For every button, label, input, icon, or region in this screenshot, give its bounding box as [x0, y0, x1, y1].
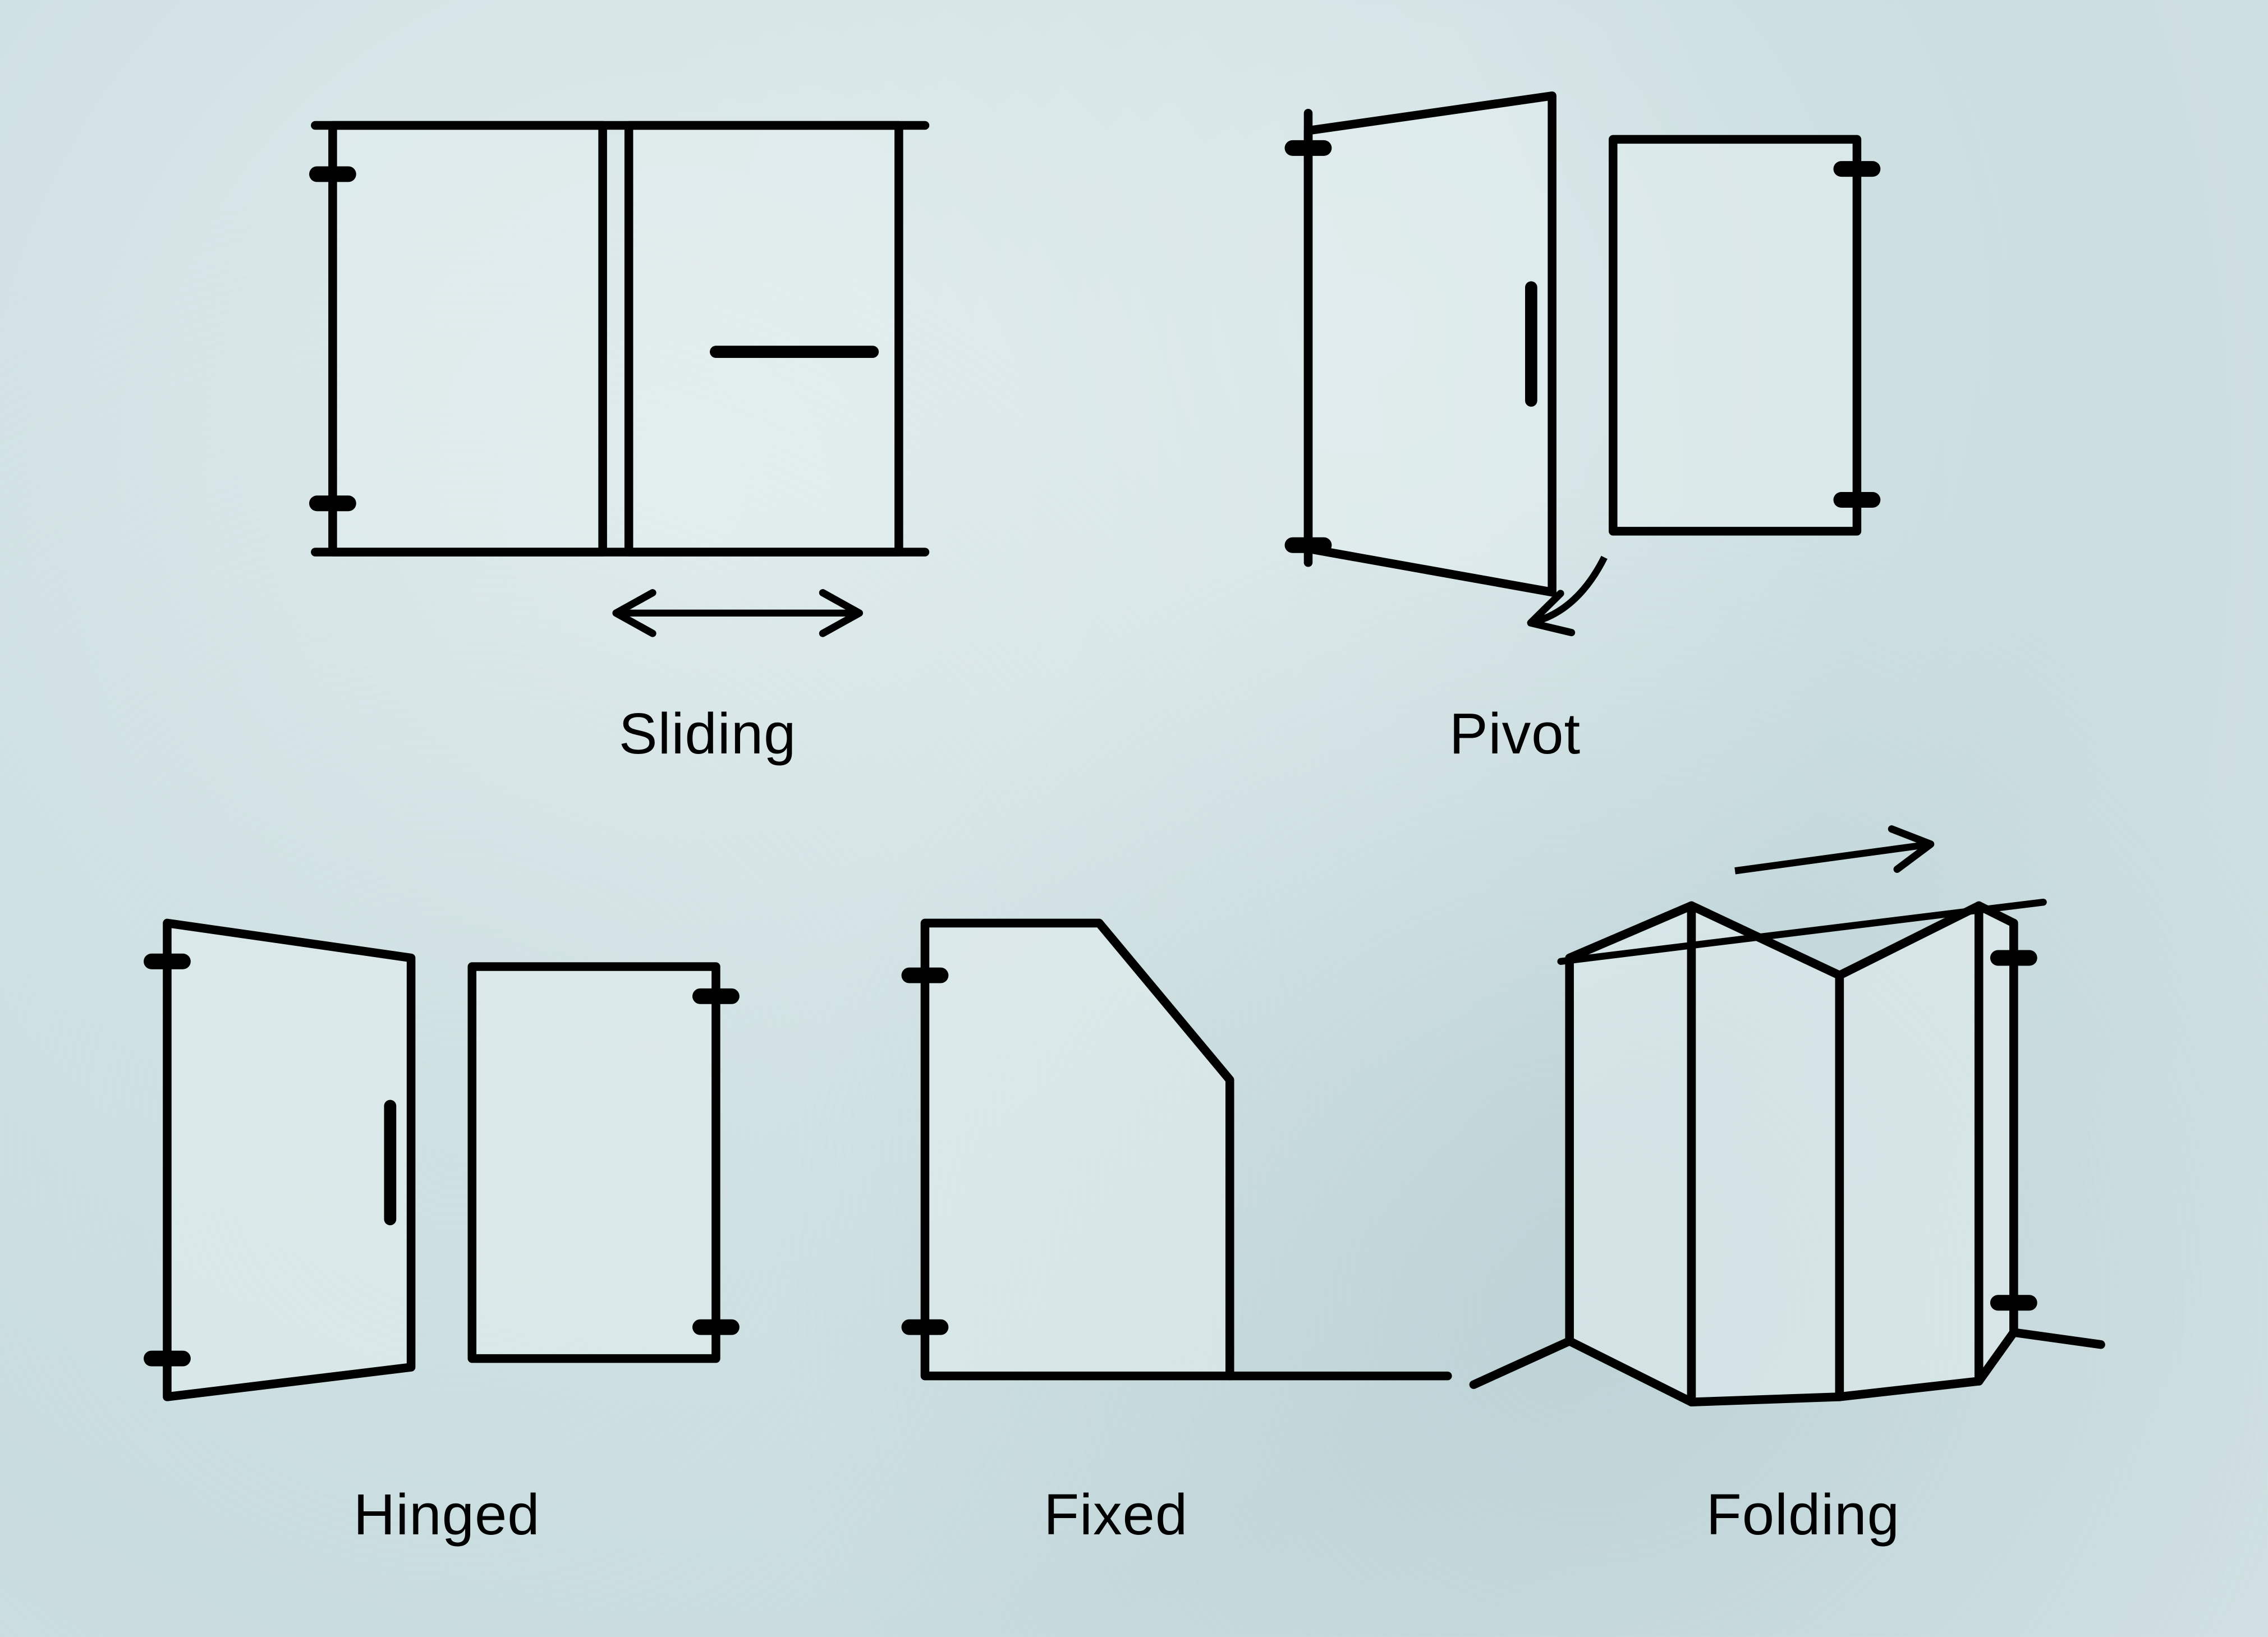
hinged-door-icon	[151, 923, 732, 1396]
fixed-panel-icon	[910, 923, 1448, 1376]
sliding-door-icon	[315, 126, 925, 613]
label-hinged: Hinged	[353, 1482, 540, 1548]
label-pivot: Pivot	[1449, 701, 1581, 767]
label-folding: Folding	[1706, 1482, 1900, 1548]
label-fixed: Fixed	[1044, 1482, 1188, 1548]
pivot-door-icon	[1293, 96, 1873, 622]
door-types-infographic: Sliding Pivot Hinged Fixed Folding	[0, 0, 2268, 1637]
folding-door-icon	[1473, 845, 2101, 1402]
diagram-svg	[0, 0, 2268, 1637]
label-sliding: Sliding	[619, 701, 797, 767]
